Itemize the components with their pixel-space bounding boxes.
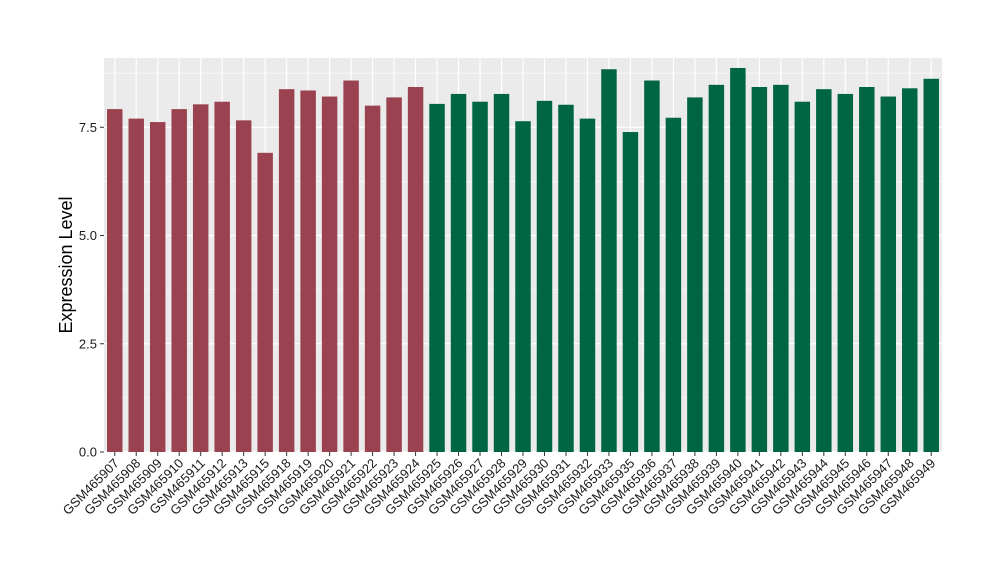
bar-GSM465915 bbox=[257, 152, 273, 453]
y-tick-label: 0.0 bbox=[79, 445, 97, 460]
y-tick-label: 7.5 bbox=[79, 120, 97, 135]
y-axis: 0.0 2.5 5.0 7.5 bbox=[79, 120, 104, 460]
bar-GSM465938 bbox=[687, 97, 703, 453]
bar-GSM465935 bbox=[622, 132, 639, 453]
bar-GSM465918 bbox=[278, 89, 295, 452]
bar-GSM465913 bbox=[235, 120, 252, 452]
bar-GSM465925 bbox=[429, 103, 445, 453]
y-tick-label: 5.0 bbox=[79, 228, 97, 243]
bar-GSM465911 bbox=[192, 104, 209, 453]
bar-GSM465928 bbox=[493, 93, 510, 452]
bar-GSM465912 bbox=[214, 101, 230, 452]
bar-GSM465907 bbox=[107, 109, 123, 452]
bar-GSM465926 bbox=[450, 93, 467, 452]
bar-GSM465946 bbox=[859, 87, 875, 452]
bar-GSM465936 bbox=[644, 80, 660, 452]
bar-GSM465921 bbox=[343, 80, 359, 452]
bar-GSM465927 bbox=[472, 101, 488, 452]
bar-GSM465910 bbox=[171, 109, 187, 452]
bar-GSM465908 bbox=[128, 118, 144, 452]
y-axis-title: Expression Level bbox=[56, 196, 76, 333]
bar-GSM465929 bbox=[515, 121, 531, 452]
bar-GSM465922 bbox=[364, 105, 381, 452]
bar-GSM465939 bbox=[708, 84, 725, 452]
bar-GSM465919 bbox=[300, 90, 316, 452]
bar-GSM465930 bbox=[536, 100, 553, 452]
bar-GSM465948 bbox=[902, 88, 918, 453]
bar-GSM465920 bbox=[321, 96, 338, 453]
bar-series bbox=[107, 67, 939, 453]
bar-GSM465943 bbox=[794, 101, 811, 452]
bar-GSM465945 bbox=[837, 93, 854, 452]
bar-GSM465942 bbox=[773, 84, 789, 452]
bar-GSM465949 bbox=[923, 78, 939, 453]
x-axis: GSM465907GSM465908GSM465909GSM465910GSM4… bbox=[60, 452, 938, 518]
bar-GSM465944 bbox=[816, 89, 832, 452]
bar-GSM465940 bbox=[730, 67, 746, 452]
bar-GSM465931 bbox=[558, 104, 574, 452]
bar-GSM465933 bbox=[601, 69, 617, 452]
bar-GSM465909 bbox=[149, 122, 166, 452]
bar-GSM465932 bbox=[579, 118, 596, 452]
bar-GSM465947 bbox=[880, 96, 897, 453]
bar-GSM465941 bbox=[751, 87, 768, 452]
bar-GSM465924 bbox=[407, 87, 424, 452]
y-tick-label: 2.5 bbox=[79, 336, 97, 351]
bar-GSM465937 bbox=[665, 117, 682, 452]
bar-GSM465923 bbox=[386, 97, 402, 453]
